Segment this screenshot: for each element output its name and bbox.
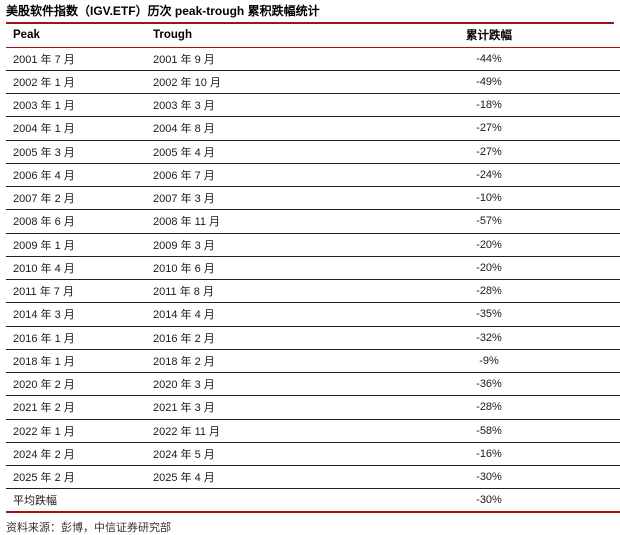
cell-drawdown: -49% [476,75,502,88]
cell-drawdown: -20% [476,238,502,251]
cell-peak: 2020 年 2 月 [13,379,75,392]
cell-drawdown: -10% [476,192,502,205]
table-row: 2020 年 2 月 2020 年 3 月 -36% [6,373,620,396]
cell-peak: 2007 年 2 月 [13,193,75,206]
cell-drawdown: -27% [476,122,502,135]
cell-trough: 2014 年 4 月 [153,309,215,322]
cell-peak: 2018 年 1 月 [13,355,75,368]
cell-trough: 2010 年 6 月 [153,262,215,275]
cell-drawdown: -36% [476,378,502,391]
col-header-trough: Trough [153,29,192,42]
summary-empty-cell [153,489,357,512]
cell-peak: 2004 年 1 月 [13,123,75,136]
table-row: 2007 年 2 月 2007 年 3 月 -10% [6,187,620,210]
cell-drawdown: -57% [476,215,502,228]
cell-peak: 2005 年 3 月 [13,146,75,159]
cell-trough: 2004 年 8 月 [153,123,215,136]
table-row: 2005 年 3 月 2005 年 4 月 -27% [6,140,620,164]
drawdown-table: Peak Trough 累计跌幅 2001 年 7 月 2001 年 9 月 -44… [6,24,620,513]
cell-trough: 2025 年 4 月 [153,472,215,485]
cell-peak: 2006 年 4 月 [13,169,75,182]
cell-peak: 2001 年 7 月 [13,53,75,66]
table-row: 2025 年 2 月 2025 年 4 月 -30% [6,466,620,489]
cell-peak: 2016 年 1 月 [13,332,75,345]
cell-peak: 2002 年 1 月 [13,76,75,89]
cell-trough: 2022 年 11 月 [153,425,221,438]
cell-trough: 2021 年 3 月 [153,402,215,415]
table-row: 2011 年 7 月 2011 年 8 月 -28% [6,280,620,303]
summary-label: 平均跌幅 [13,495,57,508]
table-row: 2004 年 1 月 2004 年 8 月 -27% [6,117,620,140]
cell-drawdown: -44% [476,52,502,65]
cell-peak: 2022 年 1 月 [13,425,75,438]
cell-drawdown: -30% [476,471,502,484]
table-row: 2002 年 1 月 2002 年 10 月 -49% [6,70,620,94]
table-row: 2009 年 1 月 2009 年 3 月 -20% [6,233,620,257]
cell-drawdown: -28% [476,285,502,298]
cell-trough: 2009 年 3 月 [153,239,215,252]
cell-peak: 2024 年 2 月 [13,448,75,461]
cell-trough: 2018 年 2 月 [153,355,215,368]
cell-peak: 2011 年 7 月 [13,286,74,299]
table-row: 2006 年 4 月 2006 年 7 月 -24% [6,163,620,187]
summary-row: 平均跌幅 -30% [6,489,620,512]
cell-drawdown: -32% [476,331,502,344]
cell-trough: 2008 年 11 月 [153,216,221,229]
table-header: Peak Trough 累计跌幅 [6,24,620,47]
cell-drawdown: -18% [476,99,502,112]
cell-peak: 2008 年 6 月 [13,216,75,229]
cell-peak: 2014 年 3 月 [13,309,75,322]
cell-drawdown: -16% [476,447,502,460]
cell-drawdown: -20% [476,261,502,274]
table-row: 2024 年 2 月 2024 年 5 月 -16% [6,442,620,466]
figure-title: 美股软件指数（IGV.ETF）历次 peak-trough 累积跌幅统计 [6,0,614,24]
table-row: 2022 年 1 月 2022 年 11 月 -58% [6,419,620,443]
cell-trough: 2016 年 2 月 [153,332,215,345]
table-row: 2016 年 1 月 2016 年 2 月 -32% [6,326,620,350]
table-row: 2003 年 1 月 2003 年 3 月 -18% [6,94,620,117]
cell-trough: 2006 年 7 月 [153,169,215,182]
header-row: Peak Trough 累计跌幅 [6,24,620,47]
table-row: 2010 年 4 月 2010 年 6 月 -20% [6,256,620,280]
cell-drawdown: -24% [476,168,502,181]
table-row: 2001 年 7 月 2001 年 9 月 -44% [6,47,620,71]
cell-peak: 2009 年 1 月 [13,239,75,252]
cell-trough: 2007 年 3 月 [153,193,215,206]
cell-trough: 2024 年 5 月 [153,448,215,461]
cell-trough: 2001 年 9 月 [153,53,215,66]
cell-drawdown: -28% [476,401,502,414]
cell-trough: 2020 年 3 月 [153,379,215,392]
cell-peak: 2010 年 4 月 [13,262,75,275]
cell-drawdown: -9% [479,354,499,367]
table-body: 2001 年 7 月 2001 年 9 月 -44% 2002 年 1 月 2002 年… [6,47,620,512]
cell-drawdown: -58% [476,424,502,437]
cell-trough: 2002 年 10 月 [153,76,221,89]
cell-trough: 2011 年 8 月 [153,286,214,299]
col-header-drawdown: 累计跌幅 [466,30,512,43]
table-row: 2021 年 2 月 2021 年 3 月 -28% [6,396,620,419]
table-row: 2014 年 3 月 2014 年 4 月 -35% [6,303,620,326]
cell-peak: 2003 年 1 月 [13,100,75,113]
cell-drawdown: -27% [476,145,502,158]
cell-peak: 2021 年 2 月 [13,402,75,415]
source-note: 资料来源：彭博，中信证券研究部 [6,522,171,534]
cell-trough: 2005 年 4 月 [153,146,215,159]
summary-drawdown: -30% [476,494,502,507]
col-header-peak: Peak [13,29,40,42]
cell-trough: 2003 年 3 月 [153,100,215,113]
table-row: 2018 年 1 月 2018 年 2 月 -9% [6,349,620,373]
table-row: 2008 年 6 月 2008 年 11 月 -57% [6,210,620,233]
cell-peak: 2025 年 2 月 [13,472,75,485]
cell-drawdown: -35% [476,308,502,321]
